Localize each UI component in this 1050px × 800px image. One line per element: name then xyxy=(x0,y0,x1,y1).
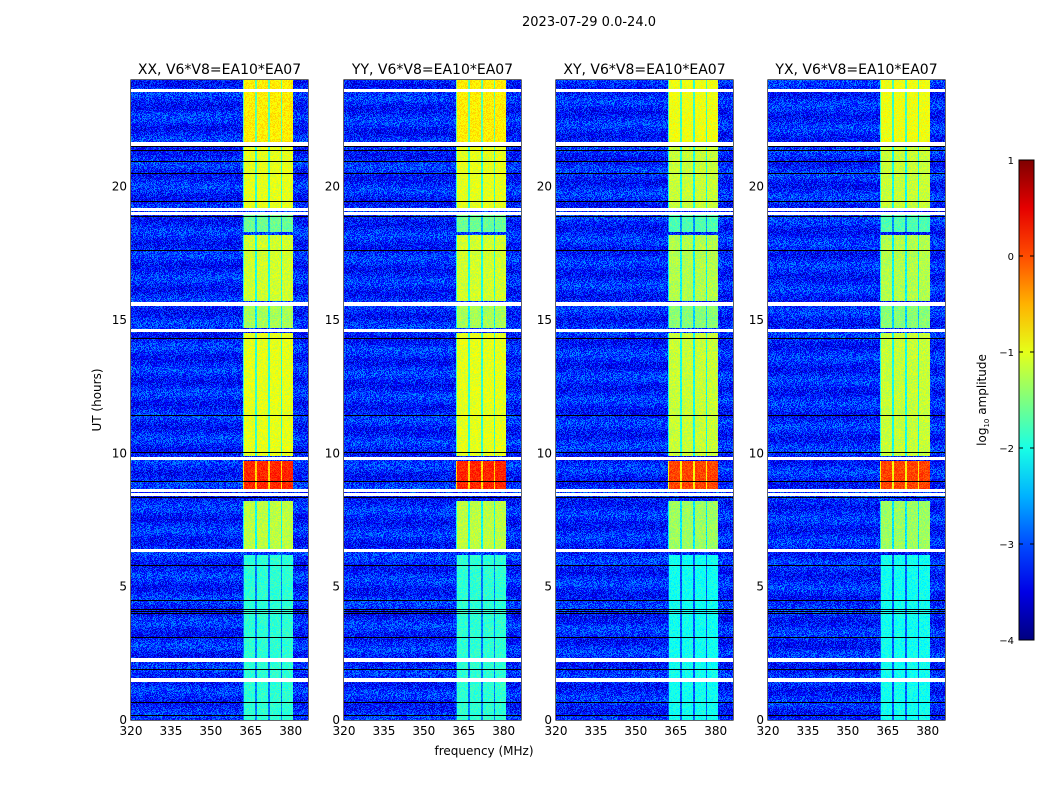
x-tick-label: 380 xyxy=(492,724,515,738)
x-tick-label: 320 xyxy=(757,724,780,738)
waterfall-yx xyxy=(768,80,945,720)
panels: XX, V6*V8=EA10*EA07 320 335 350 365 380 0 5 10 15… xyxy=(112,62,946,738)
panel-xx: XX, V6*V8=EA10*EA07 320 335 350 365 380 0 5 10 15… xyxy=(112,62,309,738)
y-tick-label: 15 xyxy=(749,313,764,327)
panel-title: YX, V6*V8=EA10*EA07 xyxy=(774,62,937,78)
x-tick-label: 320 xyxy=(545,724,568,738)
y-tick-label: 15 xyxy=(537,313,552,327)
colorbar-tick-label: −2 xyxy=(999,444,1014,455)
x-tick-label: 335 xyxy=(159,724,182,738)
x-tick-label: 365 xyxy=(664,724,687,738)
y-tick-label: 20 xyxy=(749,180,764,194)
waterfall-xy xyxy=(556,80,733,720)
y-tick-label: 0 xyxy=(332,713,340,727)
x-tick-label: 320 xyxy=(333,724,356,738)
colorbar-tick-label: 1 xyxy=(1008,156,1014,167)
y-tick-label: 10 xyxy=(112,446,127,460)
colorbar: log10 amplitude −4 −3 −2 −1 0 1 xyxy=(975,156,1035,647)
x-tick-label: 335 xyxy=(584,724,607,738)
colorbar-label: log10 amplitude xyxy=(975,354,991,446)
panel-xy: XY, V6*V8=EA10*EA07 320 335 350 365 380 0 5 10 15… xyxy=(537,62,734,738)
colorbar-scale xyxy=(1018,159,1035,641)
x-tick-label: 335 xyxy=(796,724,819,738)
y-tick-label: 5 xyxy=(332,580,340,594)
colorbar-tick-label: −3 xyxy=(999,540,1014,551)
panel-title: XX, V6*V8=EA10*EA07 xyxy=(138,62,301,78)
waterfall-yy xyxy=(344,80,521,720)
y-tick-label: 10 xyxy=(537,446,552,460)
y-tick-label: 5 xyxy=(544,580,552,594)
x-tick-label: 365 xyxy=(239,724,262,738)
panel-title: YY, V6*V8=EA10*EA07 xyxy=(351,62,513,78)
panel-yy: YY, V6*V8=EA10*EA07 320 335 350 365 380 0 5 10 15… xyxy=(325,62,522,738)
panel-yx: YX, V6*V8=EA10*EA07 320 335 350 365 380 0 5 10 15… xyxy=(749,62,946,738)
x-tick-label: 335 xyxy=(372,724,395,738)
y-tick-label: 0 xyxy=(756,713,764,727)
x-tick-label: 380 xyxy=(279,724,302,738)
x-tick-label: 365 xyxy=(452,724,475,738)
x-tick-label: 350 xyxy=(199,724,222,738)
colorbar-tick-label: −1 xyxy=(999,348,1014,359)
y-tick-label: 0 xyxy=(544,713,552,727)
x-tick-label: 350 xyxy=(836,724,859,738)
y-tick-label: 20 xyxy=(325,180,340,194)
y-axis-label: UT (hours) xyxy=(90,368,104,431)
y-tick-label: 15 xyxy=(325,313,340,327)
y-tick-label: 0 xyxy=(119,713,127,727)
x-axis-label: frequency (MHz) xyxy=(434,744,533,758)
waterfall-xx xyxy=(131,80,308,720)
x-tick-label: 350 xyxy=(412,724,435,738)
colorbar-tick-label: −4 xyxy=(999,636,1014,647)
panel-title: XY, V6*V8=EA10*EA07 xyxy=(563,62,725,78)
y-tick-label: 5 xyxy=(756,580,764,594)
x-tick-label: 350 xyxy=(624,724,647,738)
x-tick-label: 380 xyxy=(916,724,939,738)
y-tick-label: 10 xyxy=(325,446,340,460)
y-tick-label: 20 xyxy=(112,180,127,194)
y-tick-label: 15 xyxy=(112,313,127,327)
colorbar-tick-label: 0 xyxy=(1008,252,1014,263)
y-tick-label: 5 xyxy=(119,580,127,594)
x-tick-label: 380 xyxy=(704,724,727,738)
x-tick-label: 320 xyxy=(120,724,143,738)
x-tick-label: 365 xyxy=(876,724,899,738)
y-tick-label: 20 xyxy=(537,180,552,194)
y-tick-label: 10 xyxy=(749,446,764,460)
figure-title: 2023-07-29 0.0-24.0 xyxy=(522,15,656,30)
